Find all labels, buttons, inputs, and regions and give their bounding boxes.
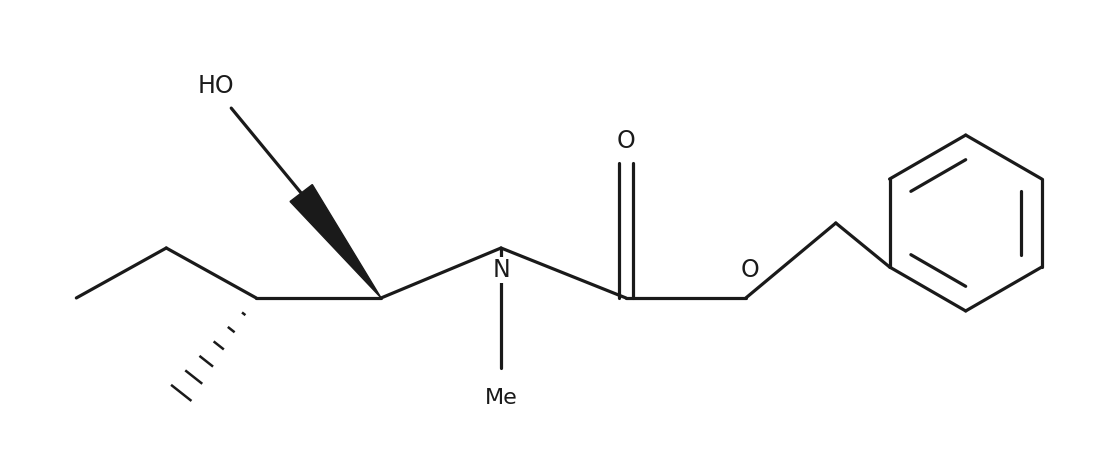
Text: O: O (617, 129, 636, 153)
Text: Me: Me (485, 388, 518, 408)
Polygon shape (290, 185, 381, 298)
Text: N: N (493, 258, 510, 282)
Text: O: O (741, 258, 759, 282)
Text: HO: HO (198, 74, 235, 98)
